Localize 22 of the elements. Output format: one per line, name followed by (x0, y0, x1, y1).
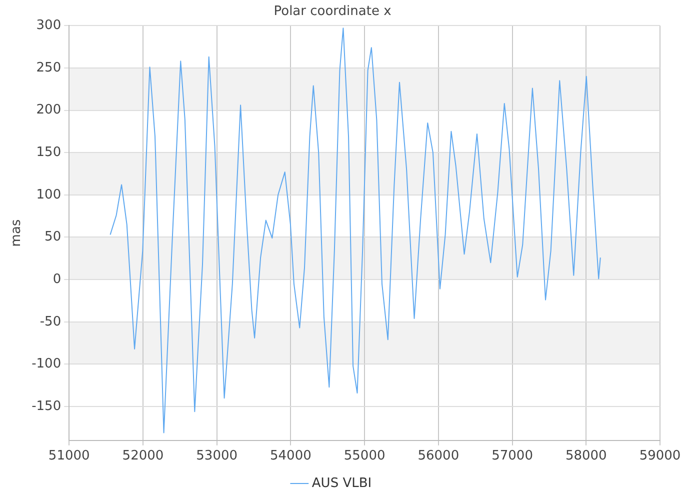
x-tick-label: 58000 (565, 448, 607, 464)
x-tick-label: 59000 (639, 448, 681, 464)
x-tick-label: 56000 (418, 448, 460, 464)
y-tick-label: 50 (44, 230, 62, 245)
y-tick-label: -50 (40, 314, 62, 330)
x-tick-label: 55000 (344, 448, 386, 464)
y-tick-label: 100 (36, 187, 62, 202)
y-tick-label: 0 (52, 272, 62, 287)
x-tick-label: 53000 (196, 448, 238, 464)
y-tick-label: 250 (36, 60, 62, 76)
y-tick-label: 150 (36, 144, 62, 160)
legend-label: AUS VLBI (312, 476, 372, 491)
y-axis-title: mas (9, 219, 24, 247)
y-tick-label: -150 (32, 398, 62, 414)
y-tick-label: -100 (32, 356, 62, 372)
x-tick-label: 54000 (270, 448, 312, 464)
y-tick-label: 200 (36, 102, 62, 118)
x-tick-label: 57000 (492, 448, 533, 464)
y-tick-label: 300 (36, 18, 62, 33)
x-tick-label: 51000 (48, 448, 90, 464)
x-tick-label: 52000 (122, 448, 164, 464)
chart-title: Polar coordinate x (274, 4, 392, 20)
